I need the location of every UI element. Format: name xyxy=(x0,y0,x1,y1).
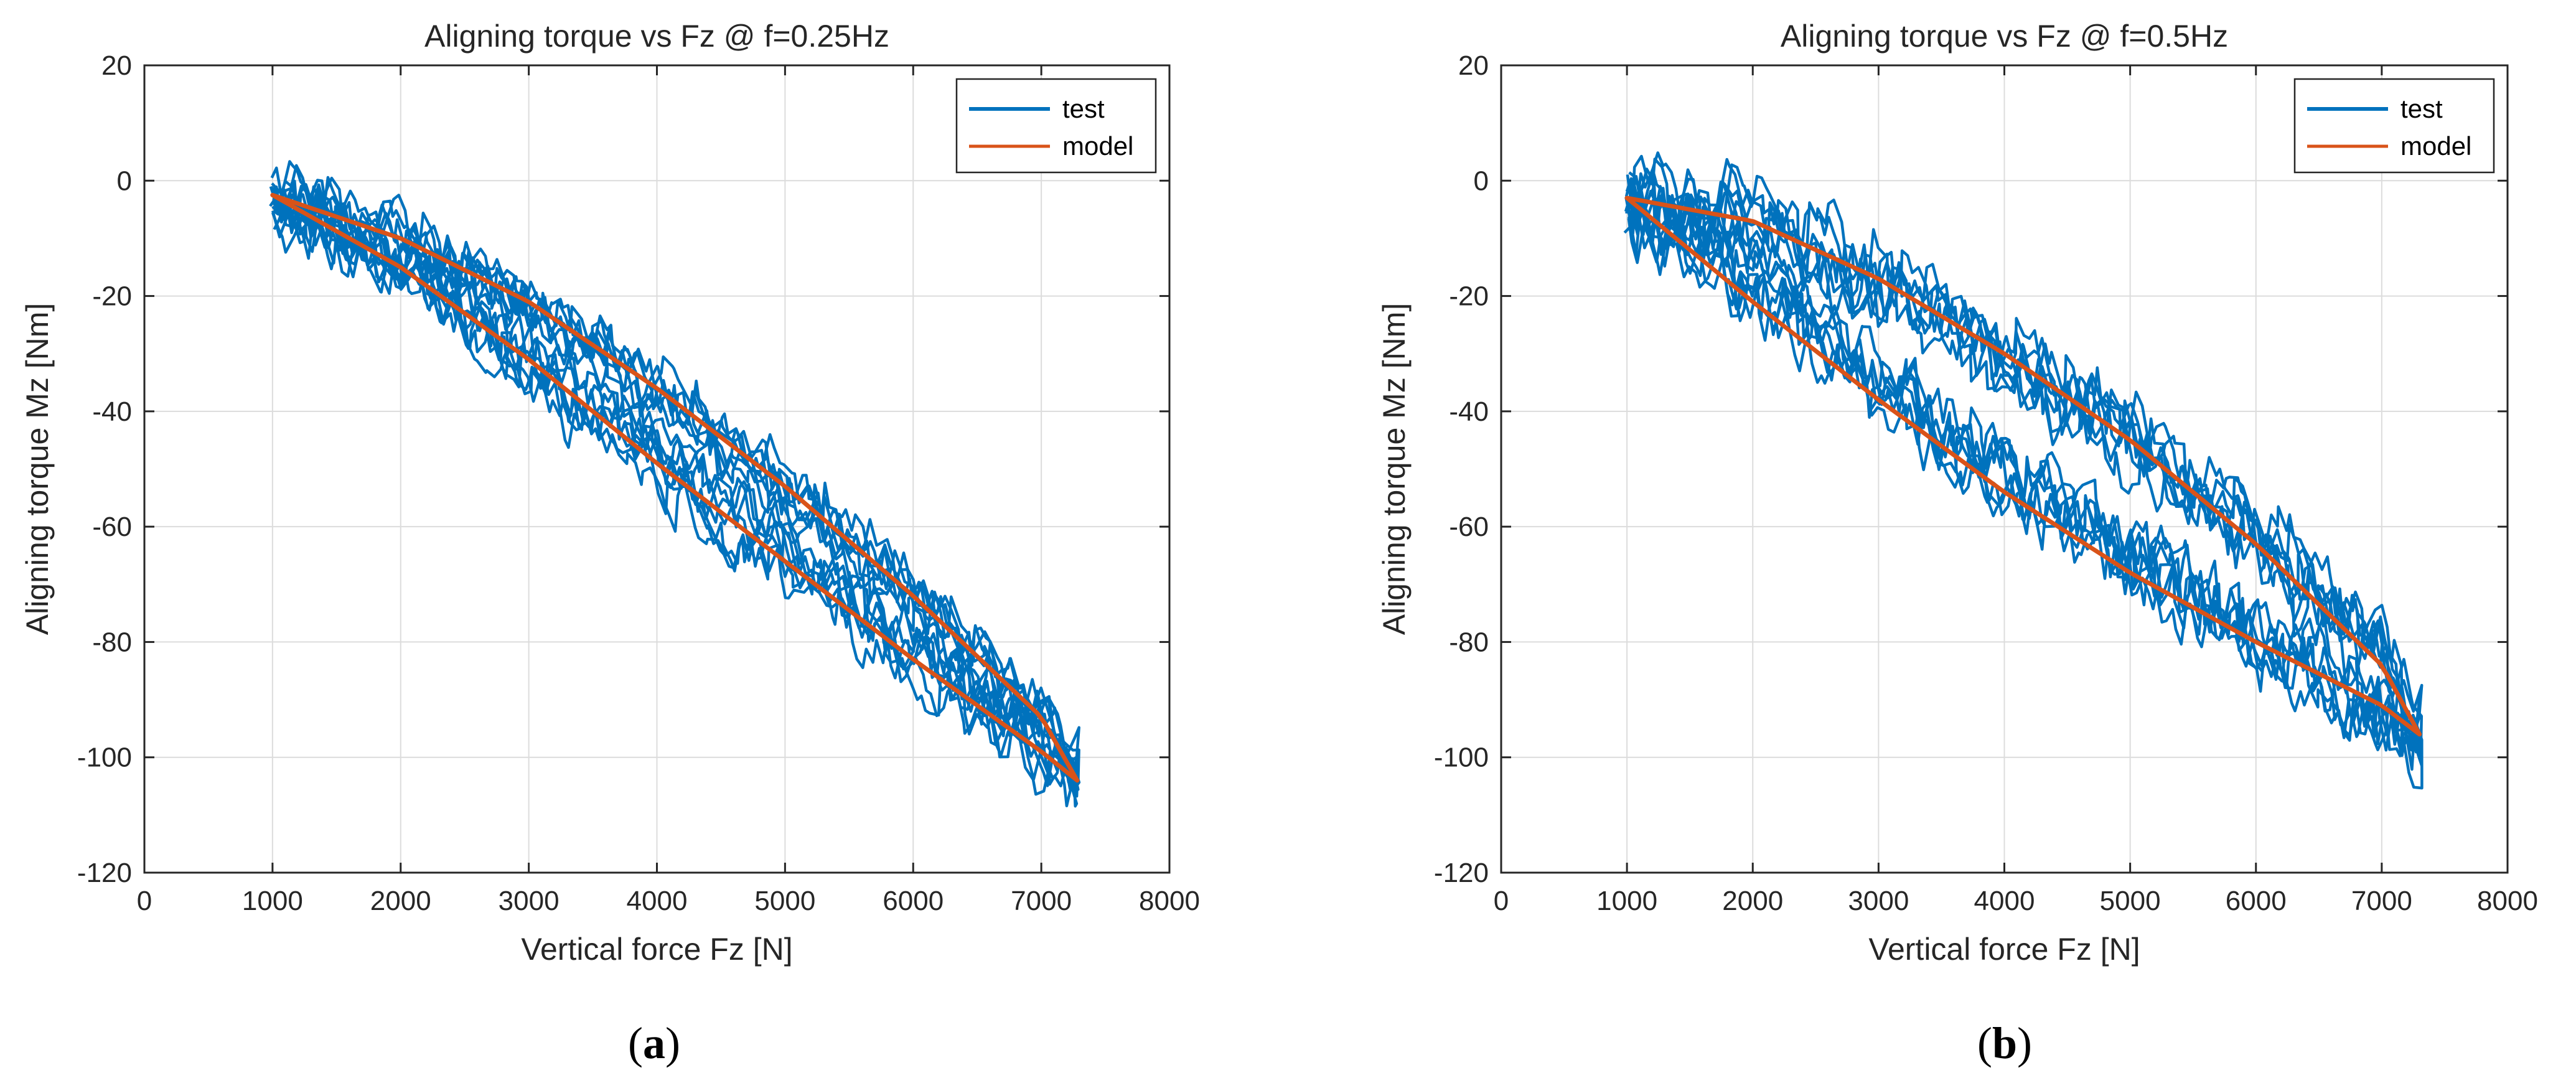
x-tick-label: 5000 xyxy=(2100,886,2161,916)
test-series-line xyxy=(1626,175,2424,767)
y-tick-label: -40 xyxy=(92,396,132,427)
plot-data xyxy=(269,160,1081,808)
x-tick-label: 3000 xyxy=(1848,886,1909,916)
x-tick-label: 7000 xyxy=(2351,886,2412,916)
test-series-line xyxy=(269,176,1080,772)
axis-ticks: 0 1000 2000 3000 4000 5000 6000 7000 8000 -120 -10… xyxy=(1434,50,2538,916)
legend-label-model: model xyxy=(2400,131,2471,161)
x-tick-label: 6000 xyxy=(2226,886,2287,916)
x-axis-label: Vertical force Fz [N] xyxy=(1868,932,2140,967)
y-tick-label: -120 xyxy=(77,858,132,888)
x-tick-label: 1000 xyxy=(242,886,303,916)
legend-box xyxy=(2293,78,2495,174)
grid-lines xyxy=(144,65,1169,873)
legend: test model xyxy=(955,78,1157,174)
y-tick-label: 0 xyxy=(117,166,132,196)
x-tick-label: 8000 xyxy=(2477,886,2538,916)
caption-letter: b xyxy=(1992,1018,2017,1068)
legend: test model xyxy=(2293,78,2495,174)
x-tick-label: 5000 xyxy=(754,886,815,916)
x-axis-label: Vertical force Fz [N] xyxy=(521,932,792,967)
x-tick-label: 6000 xyxy=(883,886,944,916)
y-tick-label: 20 xyxy=(101,50,132,81)
x-tick-label: 0 xyxy=(1494,886,1509,916)
test-series-line xyxy=(270,164,1080,793)
y-tick-label: -100 xyxy=(77,743,132,773)
y-tick-label: -60 xyxy=(92,512,132,542)
y-tick-label: -80 xyxy=(92,627,132,657)
model-series-line xyxy=(1624,195,2422,737)
model-series-line xyxy=(270,192,1080,783)
y-tick-label: -20 xyxy=(92,281,132,312)
plot-data xyxy=(1623,151,2424,790)
model-series-line xyxy=(1624,195,2422,737)
y-tick-label: -80 xyxy=(1449,627,1489,657)
x-tick-label: 0 xyxy=(137,886,152,916)
y-axis-label: Aligning torque Mz [Nm] xyxy=(1377,303,1412,635)
panel-caption: (a) xyxy=(628,1018,680,1068)
chart-title: Aligning torque vs Fz @ f=0.5Hz xyxy=(1781,19,2228,54)
legend-label-test: test xyxy=(1062,94,1105,123)
y-tick-label: -40 xyxy=(1449,396,1489,427)
x-tick-label: 8000 xyxy=(1139,886,1200,916)
y-tick-label: 20 xyxy=(1458,50,1489,81)
x-tick-label: 7000 xyxy=(1011,886,1072,916)
x-tick-label: 1000 xyxy=(1596,886,1657,916)
y-tick-label: -20 xyxy=(1449,281,1489,312)
axis-ticks: 0 1000 2000 3000 4000 5000 6000 7000 8000 -120 -10… xyxy=(77,50,1200,916)
y-axis-label: Aligning torque Mz [Nm] xyxy=(20,303,55,635)
legend-label-model: model xyxy=(1062,131,1133,161)
panel-caption: (b) xyxy=(1977,1018,2032,1068)
x-tick-label: 4000 xyxy=(627,886,688,916)
chart-panel-a: 0 1000 2000 3000 4000 5000 6000 7000 8000 -120 -10… xyxy=(20,19,1200,1068)
y-tick-label: -120 xyxy=(1434,858,1489,888)
caption-letter: a xyxy=(643,1018,665,1068)
chart-title: Aligning torque vs Fz @ f=0.25Hz xyxy=(424,19,889,54)
y-tick-label: 0 xyxy=(1474,166,1489,196)
y-tick-label: -60 xyxy=(1449,512,1489,542)
x-tick-label: 2000 xyxy=(1722,886,1783,916)
x-tick-label: 4000 xyxy=(1974,886,2035,916)
x-tick-label: 3000 xyxy=(499,886,560,916)
x-tick-label: 2000 xyxy=(370,886,431,916)
y-tick-label: -100 xyxy=(1434,743,1489,773)
model-series-line xyxy=(270,192,1080,783)
chart-panel-b: 0 1000 2000 3000 4000 5000 6000 7000 8000 -120 -10… xyxy=(1377,19,2538,1068)
legend-box xyxy=(955,78,1157,174)
legend-label-test: test xyxy=(2400,94,2443,123)
